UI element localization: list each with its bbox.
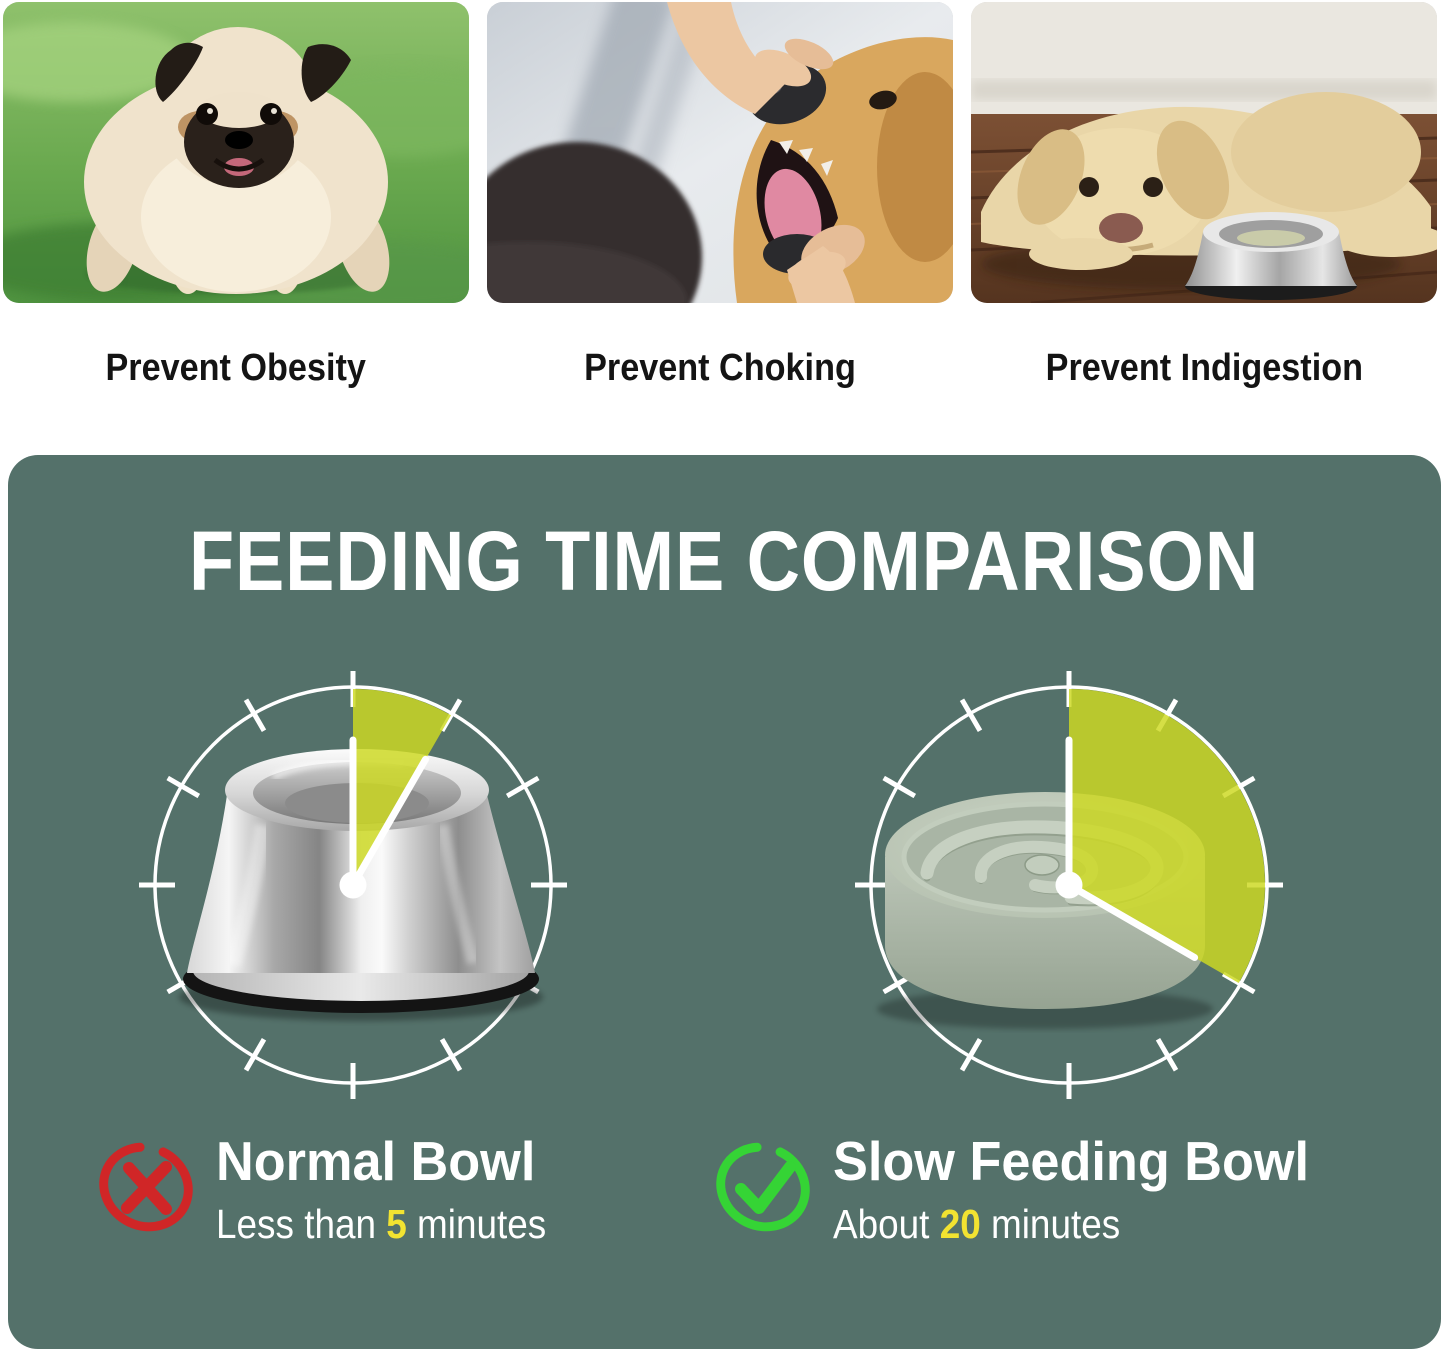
photo-indigestion-dog <box>971 2 1437 303</box>
steel-bowl-small <box>1185 212 1357 300</box>
legend-slow-feeding-bowl: Slow Feeding Bowl About 20 minutes <box>713 1131 1334 1249</box>
minutes-value: 20 <box>939 1201 981 1247</box>
legend-desc: Less than 5 minutes <box>216 1201 547 1247</box>
benefit-photos <box>3 2 1437 303</box>
hands <box>667 2 865 303</box>
clock-center-dot <box>339 871 367 899</box>
slow-feeding-bowl-clock <box>855 671 1283 1099</box>
hand-elapsed <box>1065 881 1199 961</box>
clock-hands <box>1065 736 1199 961</box>
retriever-dog <box>733 37 953 303</box>
minutes-value: 5 <box>386 1201 407 1247</box>
retriever-illustration <box>487 2 953 303</box>
caption-prevent-indigestion: Prevent Indigestion <box>1045 347 1363 389</box>
panel-title: FEEDING TIME COMPARISON <box>189 514 1260 608</box>
hand-elapsed <box>349 755 429 889</box>
check-icon <box>716 1142 810 1232</box>
pug-illustration <box>3 2 469 303</box>
caption-prevent-choking: Prevent Choking <box>584 347 856 389</box>
person <box>487 142 702 303</box>
legend-normal-bowl: Normal Bowl Less than 5 minutes <box>96 1131 583 1249</box>
legend-title: Normal Bowl <box>216 1130 536 1192</box>
photo-overweight-pug <box>3 2 469 303</box>
benefit-captions: Prevent Obesity Prevent Choking Prevent … <box>3 303 1437 433</box>
pug-dog <box>84 27 390 294</box>
normal-bowl-clock <box>139 671 567 1099</box>
clock-hands <box>349 736 429 889</box>
clock-center-dot <box>1055 871 1083 899</box>
caption-prevent-obesity: Prevent Obesity <box>105 347 367 389</box>
labrador-illustration <box>971 2 1437 303</box>
comparison-panel: FEEDING TIME COMPARISON <box>8 455 1441 1349</box>
legend-title: Slow Feeding Bowl <box>833 1130 1310 1192</box>
legend-desc: About 20 minutes <box>833 1201 1121 1247</box>
cross-icon <box>99 1142 193 1232</box>
photo-choking-check <box>487 2 953 303</box>
